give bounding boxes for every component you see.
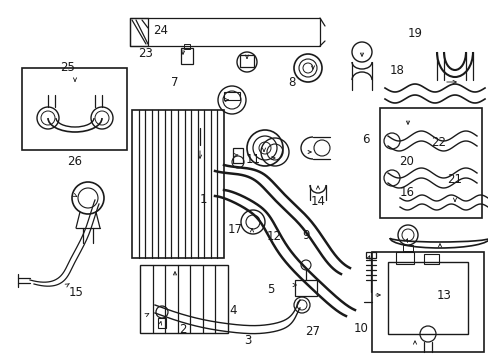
Text: 14: 14 — [310, 195, 325, 208]
Bar — [140, 265, 227, 333]
Text: 7: 7 — [171, 76, 179, 89]
Bar — [130, 18, 319, 46]
Bar — [158, 318, 165, 328]
Bar — [395, 252, 413, 264]
Text: 15: 15 — [68, 286, 83, 299]
Text: 19: 19 — [407, 27, 421, 40]
Bar — [181, 48, 193, 64]
Bar — [294, 280, 316, 296]
Bar — [224, 92, 240, 100]
Text: 18: 18 — [389, 64, 404, 77]
Text: 12: 12 — [266, 230, 281, 243]
Text: 22: 22 — [431, 136, 446, 149]
Bar — [402, 245, 412, 251]
Text: 10: 10 — [353, 322, 367, 335]
Text: 23: 23 — [138, 47, 153, 60]
Text: 25: 25 — [60, 61, 75, 74]
Text: 21: 21 — [447, 173, 461, 186]
Text: 27: 27 — [305, 325, 320, 338]
Bar — [22, 68, 127, 150]
Text: 20: 20 — [399, 155, 413, 168]
Text: 13: 13 — [436, 289, 450, 302]
Text: 4: 4 — [228, 304, 236, 317]
Text: 16: 16 — [399, 186, 413, 199]
Text: 2: 2 — [179, 323, 187, 336]
Text: 3: 3 — [243, 334, 251, 347]
Bar — [387, 262, 467, 334]
Bar — [423, 254, 438, 264]
Text: 17: 17 — [227, 223, 242, 236]
Text: 9: 9 — [302, 229, 309, 242]
Bar — [240, 55, 253, 67]
Bar — [365, 252, 375, 258]
Bar — [371, 252, 483, 352]
Text: 11: 11 — [245, 153, 260, 166]
Bar — [183, 44, 190, 49]
Text: 24: 24 — [153, 24, 167, 37]
Text: 5: 5 — [266, 283, 274, 296]
Text: 8: 8 — [287, 76, 295, 89]
Bar — [232, 148, 243, 163]
Text: 26: 26 — [67, 155, 81, 168]
Text: 6: 6 — [361, 133, 369, 146]
Bar — [132, 110, 224, 258]
Bar — [379, 108, 481, 218]
Text: 1: 1 — [199, 193, 206, 206]
